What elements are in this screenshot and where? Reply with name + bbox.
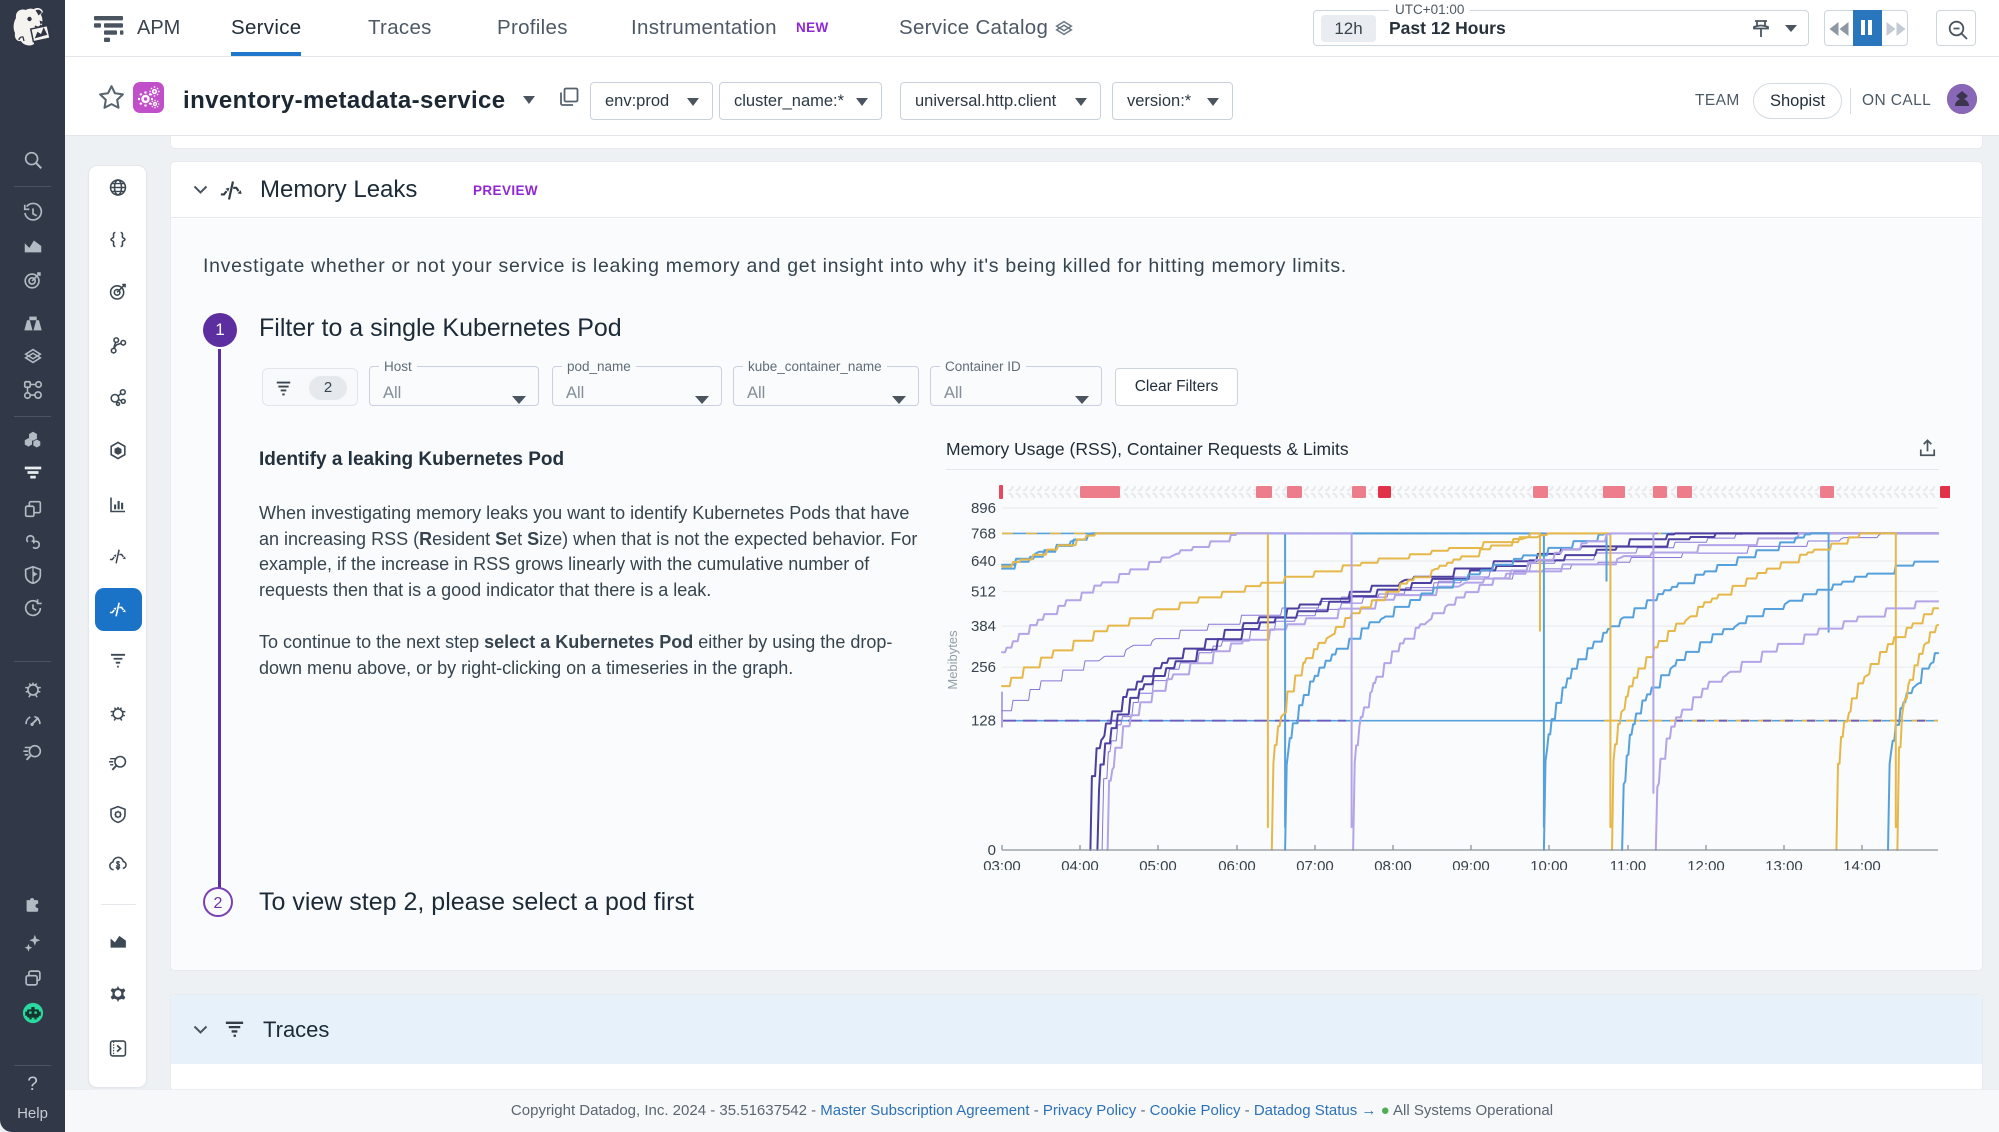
svg-text:10:00: 10:00 — [1530, 858, 1568, 870]
svg-text:384: 384 — [971, 618, 996, 635]
svg-text:11:00: 11:00 — [1610, 858, 1646, 870]
svg-text:09:00: 09:00 — [1452, 858, 1490, 870]
svg-text:$: $ — [115, 860, 120, 869]
svg-text:0: 0 — [988, 842, 996, 859]
svg-text:256: 256 — [971, 659, 996, 676]
svg-text:04:00: 04:00 — [1061, 858, 1099, 870]
svg-text:05:00: 05:00 — [1139, 858, 1177, 870]
svg-text:08:00: 08:00 — [1374, 858, 1412, 870]
svg-text:640: 640 — [971, 553, 996, 570]
svg-text:14:00: 14:00 — [1843, 858, 1881, 870]
svg-text:768: 768 — [971, 525, 996, 542]
svg-text:512: 512 — [971, 584, 996, 601]
svg-text:03:00: 03:00 — [983, 858, 1021, 870]
svg-text:Mebibytes: Mebibytes — [945, 630, 960, 690]
svg-text:12:00: 12:00 — [1687, 858, 1725, 870]
svg-text:07:00: 07:00 — [1296, 858, 1334, 870]
svg-text:06:00: 06:00 — [1218, 858, 1256, 870]
svg-text:128: 128 — [971, 713, 996, 730]
svg-text:896: 896 — [971, 500, 996, 517]
svg-text:13:00: 13:00 — [1765, 858, 1803, 870]
